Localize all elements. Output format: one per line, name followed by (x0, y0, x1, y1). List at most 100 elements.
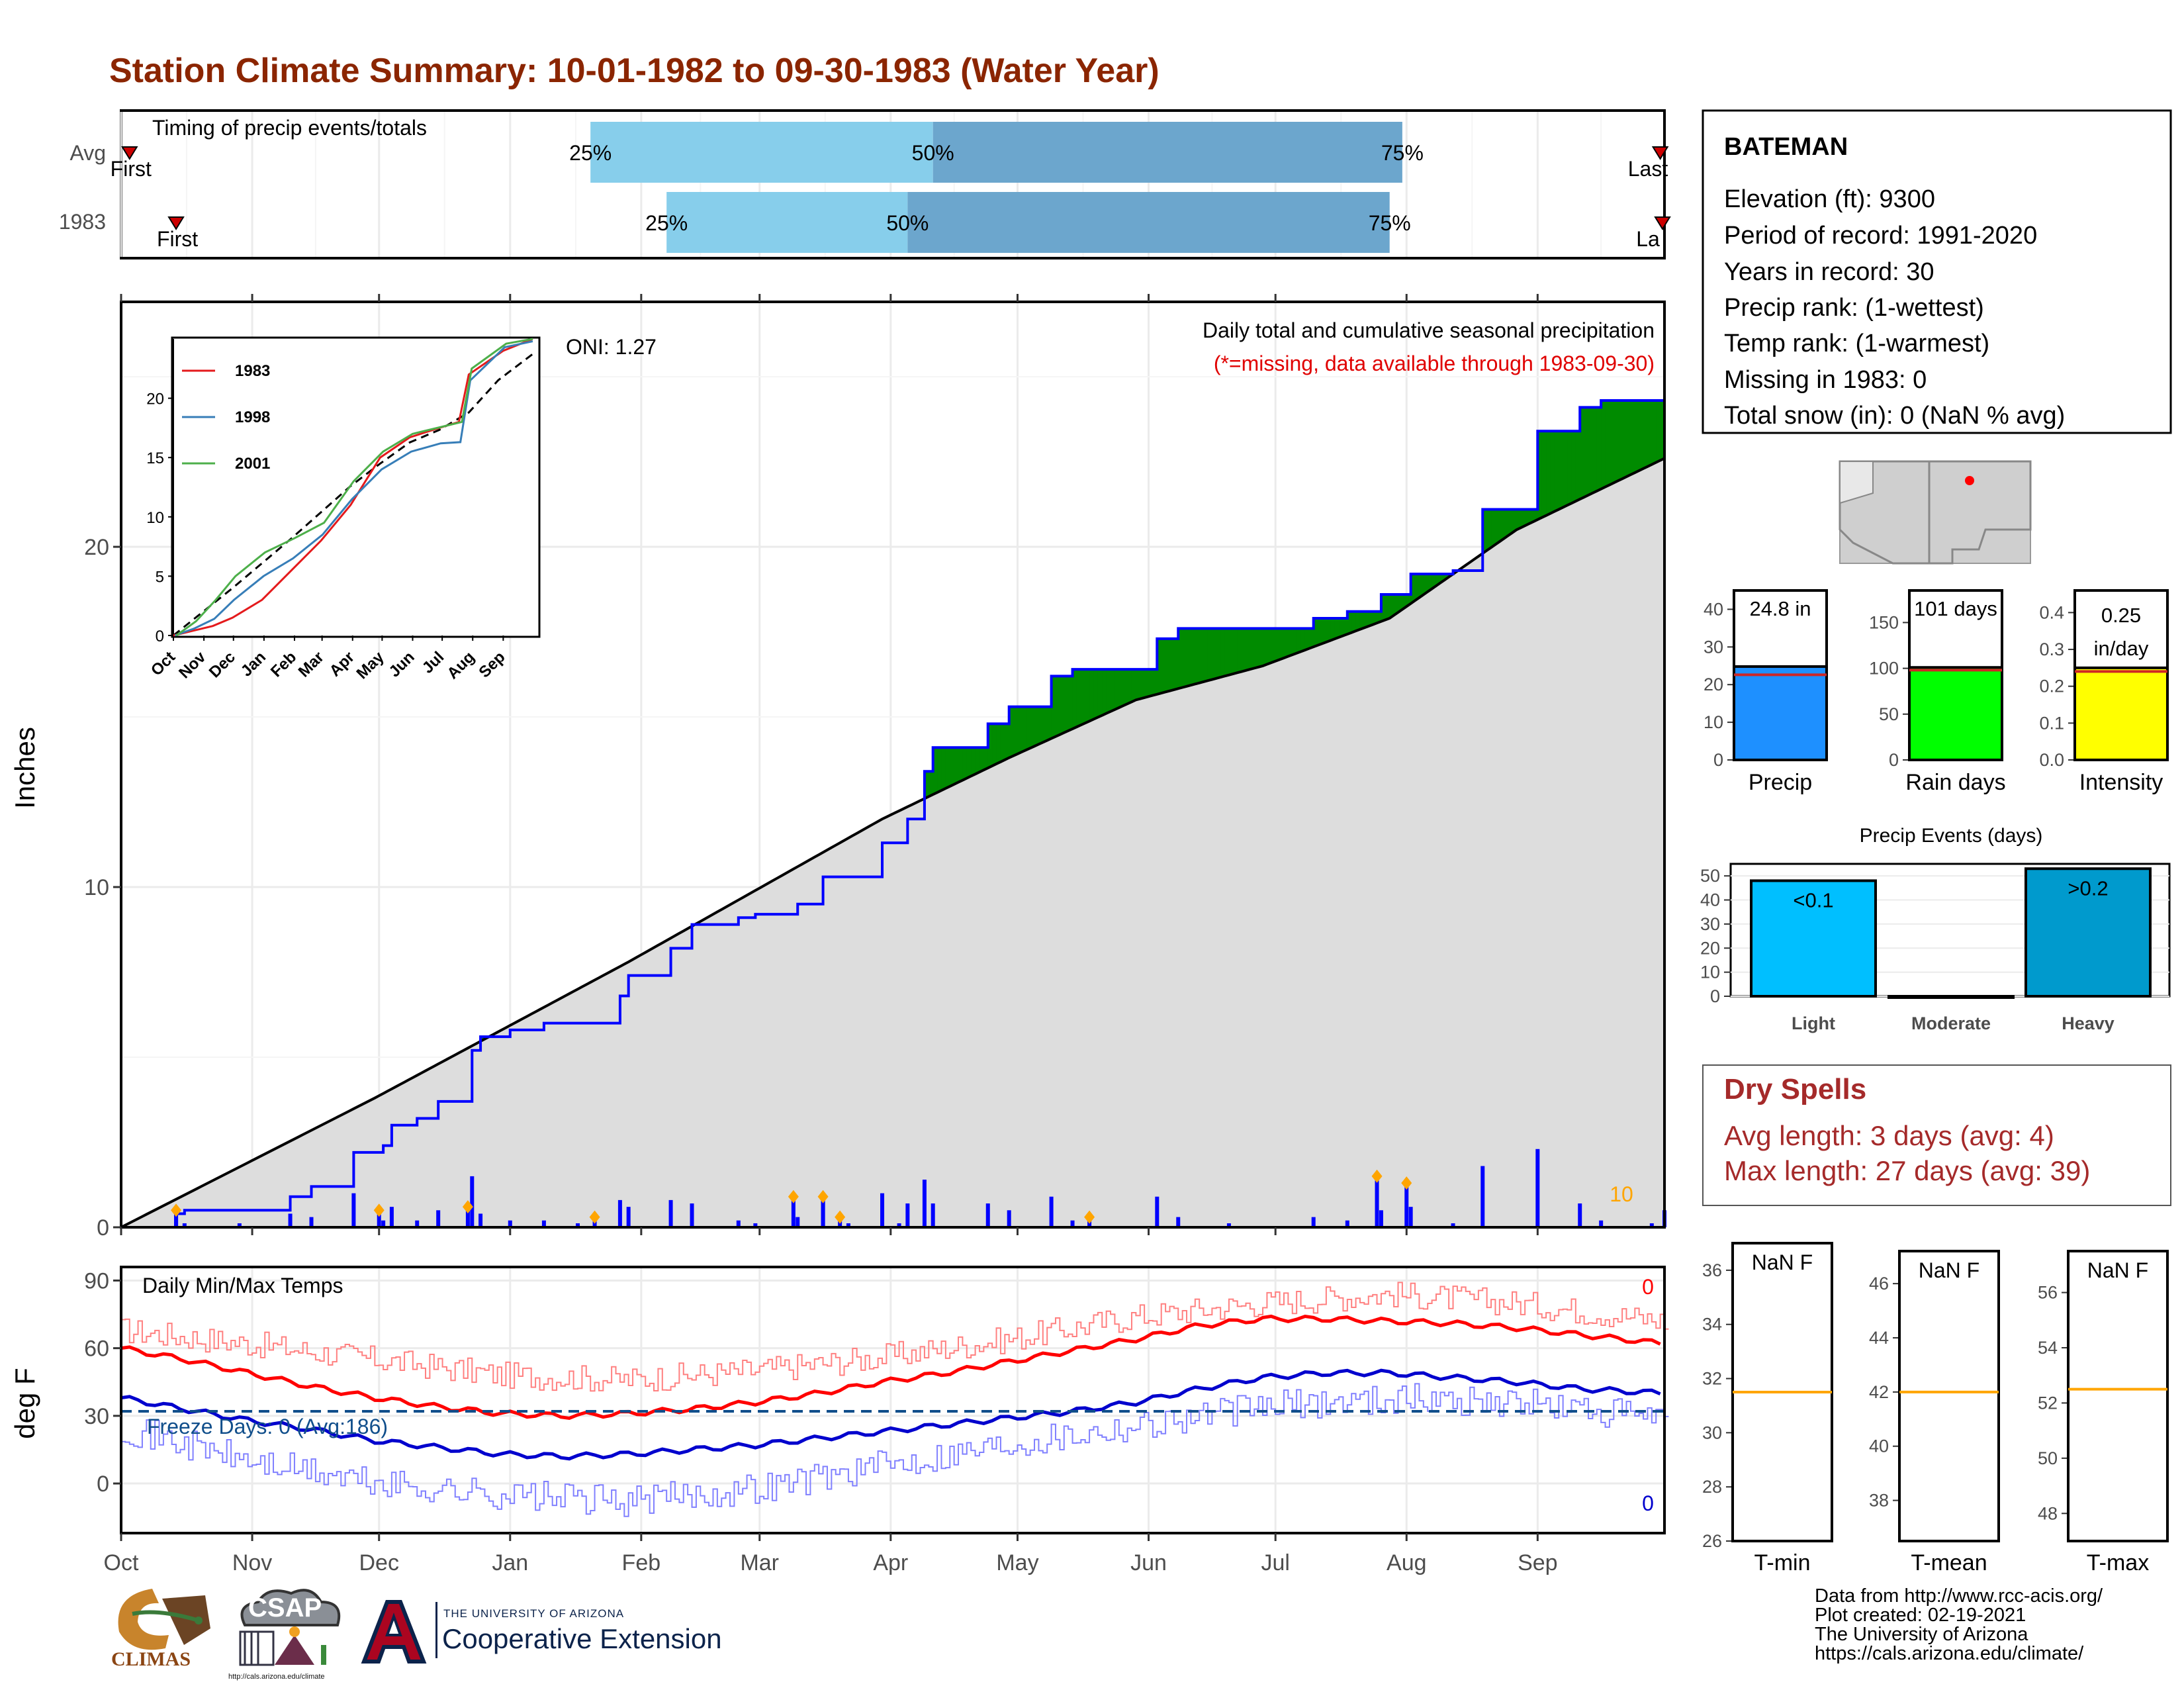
above-average-fill (1609, 400, 1614, 485)
timing-panel: 25% 50% 75% First Last 25% 50% 75% First La Timin… (59, 109, 1671, 259)
above-average-fill (1017, 706, 1023, 754)
daily-precip-bar (736, 1220, 741, 1227)
above-average-fill (1275, 628, 1281, 661)
precip-panel: 0 10 20 Inches Daily total and cumulative … (9, 294, 1666, 1241)
daily-precip-bar (1176, 1217, 1181, 1227)
above-average-fill (1567, 431, 1572, 506)
average-max-temp-line (120, 1314, 1661, 1420)
above-average-fill (979, 747, 984, 773)
average-min-temp-line (120, 1368, 1661, 1461)
daily-precip-bar (1155, 1196, 1160, 1227)
heavy-precip-marker (373, 1203, 385, 1217)
above-average-fill (1639, 400, 1644, 471)
above-average-fill (1373, 611, 1378, 625)
above-average-fill (1009, 706, 1014, 758)
last-event-marker (1654, 216, 1671, 230)
above-average-fill (1419, 574, 1424, 598)
above-average-fill (1512, 509, 1517, 533)
timing-bar-light-Avg (590, 122, 933, 183)
above-average-fill (954, 747, 959, 784)
above-average-fill (1651, 400, 1657, 465)
tempbox-ytick-label: 30 (1702, 1423, 1722, 1442)
above-average-fill (1173, 638, 1179, 690)
tempbox-ytick-label: 56 (2038, 1283, 2058, 1303)
above-average-fill (1432, 574, 1437, 589)
above-average-fill (1081, 669, 1086, 726)
daily-precip-bar (465, 1207, 470, 1227)
tempbox-ytick-label: 50 (2038, 1448, 2058, 1468)
above-average-fill (1541, 431, 1547, 518)
temperature-panel: 0 30 60 90 deg F Daily Min/Max Temps Freeze… (9, 1266, 1669, 1541)
precip-subtitle: (*=missing, data available through 1983-… (1214, 352, 1655, 375)
tempbox-ytick-label: 52 (2038, 1393, 2058, 1413)
daily-precip-bar (1375, 1176, 1379, 1227)
above-average-fill (1571, 431, 1576, 504)
daily-precip-bar (897, 1223, 901, 1227)
above-average-fill (950, 747, 955, 786)
summary-label-intensity: Intensity (2079, 770, 2163, 795)
above-average-fill (1283, 628, 1289, 658)
daily-precip-bar (478, 1213, 483, 1227)
above-average-fill (962, 747, 968, 780)
above-average-fill (1575, 431, 1580, 502)
daily-precip-bar (753, 1223, 758, 1227)
above-average-fill (983, 747, 989, 771)
observed-cumulative-line (121, 383, 1666, 1229)
summary-label-rain_days: Rain days (1905, 770, 2005, 795)
footer-line-4: https://cals.arizona.edu/climate/ (1815, 1643, 2084, 1664)
dry-spells-max: Max length: 27 days (avg: 39) (1724, 1155, 2090, 1186)
summary-ytick-label: 0.4 (2039, 602, 2064, 622)
summary-ytick-label: 0.3 (2039, 639, 2064, 659)
above-average-fill (1207, 628, 1212, 681)
events-bar-label: >0.2 (2068, 876, 2108, 900)
observed-max-temp-line (121, 1282, 1669, 1392)
above-average-fill (1313, 618, 1318, 647)
above-average-fill (1626, 400, 1631, 477)
tempbox-ytick-label: 36 (1702, 1260, 1722, 1280)
daily-precip-bar (351, 1193, 356, 1227)
first-event-marker (120, 146, 138, 160)
above-average-fill (1152, 669, 1158, 696)
month-label-Apr: Apr (873, 1550, 908, 1575)
temp-title: Daily Min/Max Temps (142, 1274, 343, 1297)
tempbox-ytick-label: 28 (1702, 1477, 1722, 1497)
above-average-fill (1127, 669, 1132, 704)
above-average-fill (1297, 628, 1302, 653)
timing-pct-label: 25% (645, 211, 688, 235)
events-ytick-label: 40 (1700, 890, 1720, 910)
precip-events-chart: Precip Events (days) 0 10 20 30 40 50 <0.1 Ligh… (1700, 825, 2171, 1033)
tempbox-frame-tmax (2067, 1250, 2169, 1542)
summary-ytick-label: 10 (1704, 712, 1723, 732)
above-average-fill (987, 724, 993, 769)
above-average-fill (1339, 618, 1344, 637)
above-average-fill (1630, 400, 1635, 475)
footer-credits: Data from http://www.rcc-acis.org/ Plot … (1815, 1585, 2103, 1664)
heavy-precip-marker (835, 1210, 846, 1224)
above-average-fill (1537, 431, 1543, 520)
timing-bar-dark-Avg (933, 122, 1402, 183)
above-average-fill (941, 747, 946, 791)
above-average-fill (1131, 669, 1136, 702)
daily-precip-bar (1049, 1196, 1054, 1227)
summary-ytick-label: 0.2 (2039, 677, 2064, 696)
above-average-fill (1389, 594, 1394, 618)
tempbox-ytick-label: 34 (1702, 1315, 1722, 1335)
tempbox-ytick-label: 54 (2038, 1338, 2058, 1358)
heavy-precip-marker (817, 1190, 829, 1203)
above-average-fill (975, 747, 980, 774)
events-bar-label: <0.1 (1793, 888, 1833, 912)
above-average-fill (1228, 628, 1234, 675)
above-average-fill (1220, 628, 1226, 678)
summary-ytick-label: 100 (1869, 659, 1899, 679)
above-average-fill (1592, 407, 1598, 493)
precip-ytick-label: 20 (84, 535, 109, 560)
above-average-fill (1072, 669, 1077, 729)
summary-value-intensity: 0.25 (2101, 604, 2141, 627)
summary-ytick-label: 0.1 (2039, 713, 2064, 733)
daily-precip-bar (470, 1176, 475, 1227)
events-bar-heavy (2025, 867, 2152, 998)
timing-bar-light-1983 (666, 192, 908, 253)
above-average-fill (1026, 706, 1031, 751)
above-average-fill (1309, 628, 1314, 649)
tempbox-ytick-label: 42 (1869, 1382, 1889, 1402)
